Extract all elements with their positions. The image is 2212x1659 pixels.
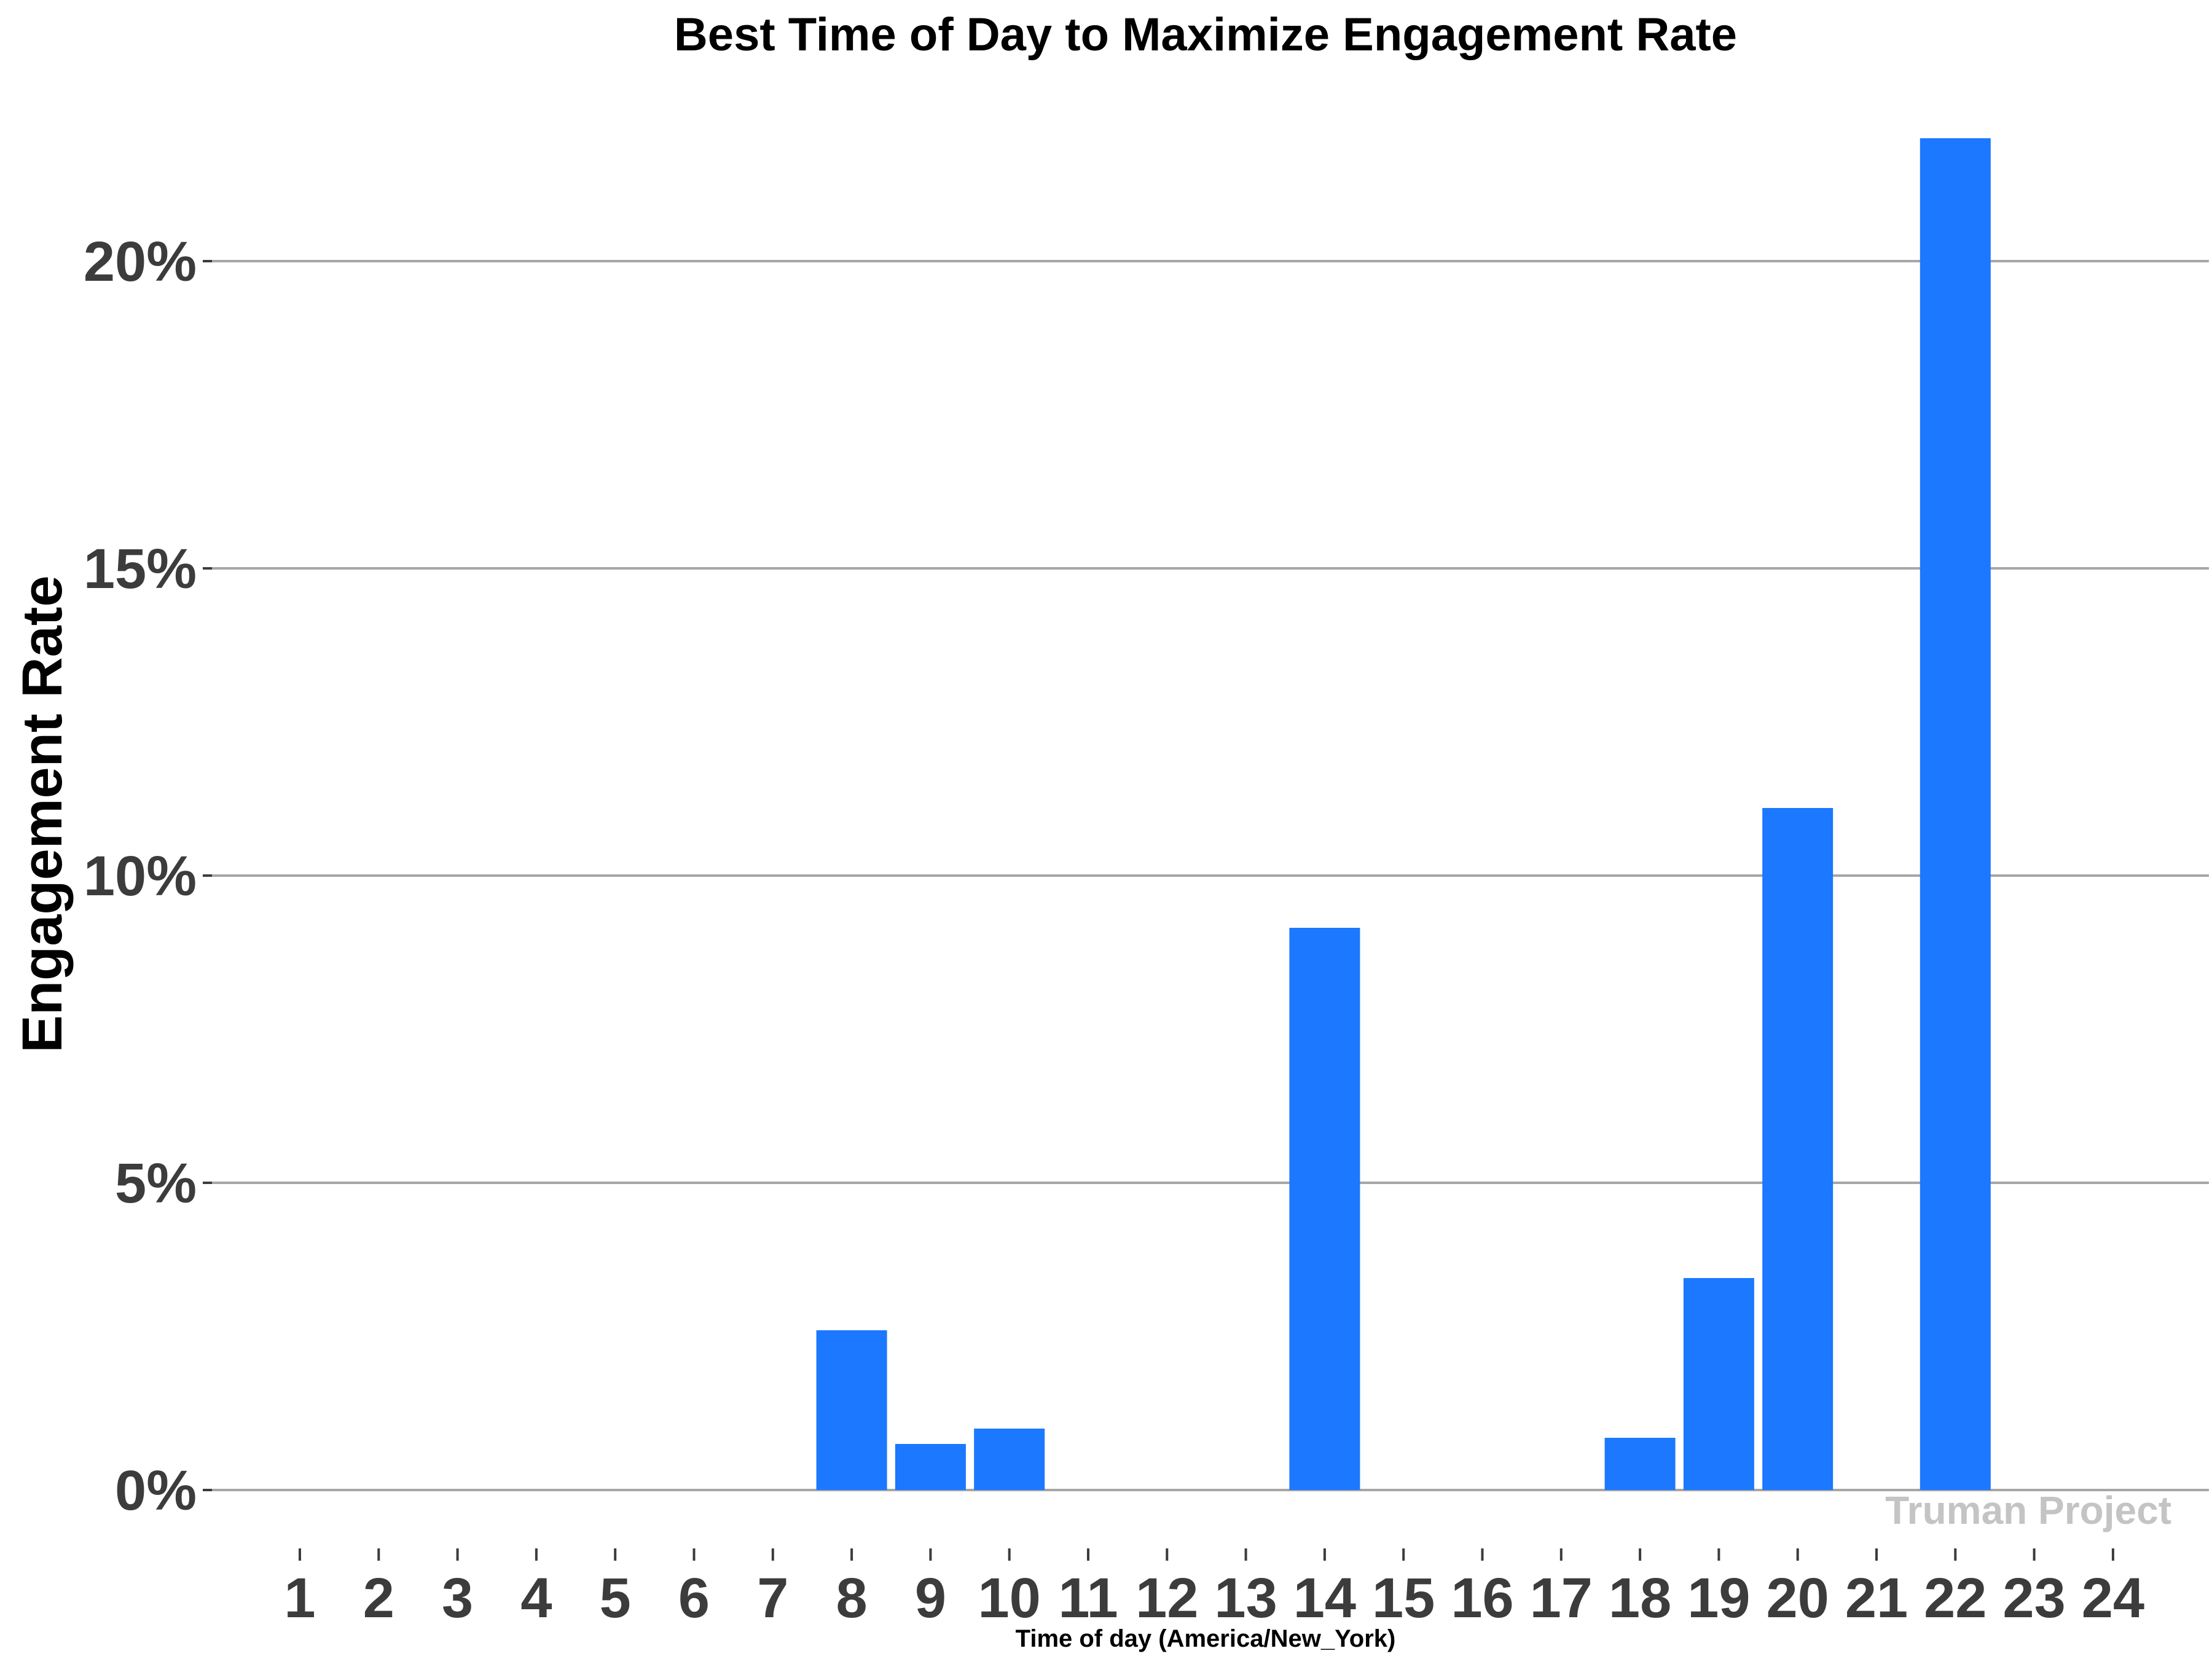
x-tick-label: 2 [363, 1567, 394, 1630]
y-tick-label: 15% [84, 538, 197, 600]
y-tick-label: 0% [115, 1459, 197, 1522]
x-tick-label: 9 [915, 1567, 946, 1630]
x-tick-label: 11 [1058, 1567, 1118, 1630]
x-tick-label: 8 [836, 1567, 868, 1630]
y-tick-label: 5% [115, 1152, 197, 1215]
y-tick-label: 10% [84, 845, 197, 908]
x-tick-label: 13 [1214, 1567, 1277, 1630]
x-tick-label: 21 [1845, 1567, 1908, 1630]
x-tick-label: 24 [2082, 1567, 2144, 1630]
x-tick-label: 10 [978, 1567, 1041, 1630]
bar-10 [974, 1429, 1045, 1490]
x-tick-label: 14 [1293, 1567, 1356, 1630]
x-tick-label: 17 [1530, 1567, 1593, 1630]
bar-9 [895, 1444, 966, 1490]
x-tick-label: 12 [1135, 1567, 1198, 1630]
x-tick-label: 16 [1451, 1567, 1513, 1630]
y-axis-ticks: 0% 5% 10% 15% 20% [84, 230, 212, 1522]
x-tick-label: 20 [1767, 1567, 1829, 1630]
x-tick-label: 15 [1372, 1567, 1435, 1630]
bar-19 [1683, 1278, 1754, 1490]
bar-8 [816, 1330, 887, 1490]
bar-18 [1604, 1438, 1676, 1490]
chart-title: Best Time of Day to Maximize Engagement … [674, 9, 1737, 61]
x-tick-label: 23 [2002, 1567, 2065, 1630]
bars [816, 138, 1991, 1490]
x-axis-ticks: 1 2 3 4 5 6 7 8 9 10 11 12 13 14 15 16 17 18 19 20 21 22 23 24 [284, 1548, 2144, 1630]
bar-22 [1920, 138, 1991, 1490]
x-tick-label: 4 [520, 1567, 552, 1630]
x-tick-label: 6 [678, 1567, 710, 1630]
x-tick-label: 3 [442, 1567, 473, 1630]
x-tick-label: 7 [757, 1567, 788, 1630]
grid-lines [212, 260, 2209, 1491]
bar-20 [1762, 808, 1834, 1490]
x-tick-label: 22 [1924, 1567, 1986, 1630]
y-axis-label: Engagement Rate [11, 575, 74, 1053]
bar-14 [1289, 928, 1360, 1490]
x-tick-label: 19 [1687, 1567, 1750, 1630]
x-tick-label: 5 [600, 1567, 631, 1630]
x-tick-label: 1 [284, 1567, 315, 1630]
watermark: Truman Project [1885, 1488, 2171, 1532]
x-axis-label: Time of day (America/New_York) [1016, 1625, 1396, 1652]
y-tick-label: 20% [84, 230, 197, 293]
x-tick-label: 18 [1609, 1567, 1671, 1630]
